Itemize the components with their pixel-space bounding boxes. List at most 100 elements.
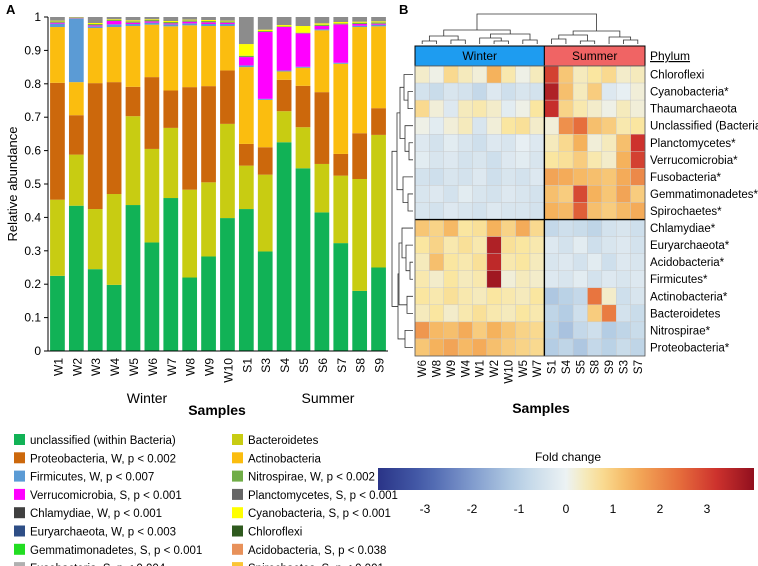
heatmap-cell	[601, 253, 617, 271]
heatmap-column-label: W2	[489, 360, 501, 377]
bar-segment	[371, 21, 386, 23]
bar-segment	[201, 86, 216, 183]
heatmap-row-label: Planctomycetes*	[650, 138, 736, 150]
heatmap-cell	[457, 116, 473, 135]
bar-segment	[257, 98, 273, 100]
bar-segment	[238, 143, 254, 166]
bar-segment	[68, 205, 84, 351]
bar-segment	[238, 67, 254, 144]
bar-segment	[87, 28, 103, 84]
heatmap-cell	[457, 304, 473, 323]
colorbar-tick-label: 2	[657, 502, 664, 516]
heatmap-cell	[544, 65, 559, 84]
legend-swatch	[232, 470, 243, 482]
bar-segment	[220, 218, 235, 351]
bar-segment	[163, 90, 179, 128]
heatmap-row-label: Gemmatimonadetes*	[650, 189, 758, 201]
heatmap-cell	[472, 321, 488, 340]
heatmap-cell	[601, 304, 617, 323]
x-tick-label: S4	[278, 358, 292, 373]
heatmap-cell	[572, 202, 588, 220]
heatmap-cell	[457, 270, 473, 288]
heatmap-cell	[529, 151, 545, 169]
bar-segment	[371, 24, 386, 27]
bar-segment	[295, 127, 311, 169]
column-dendrogram-branch	[608, 36, 632, 44]
bar-segment	[87, 24, 103, 26]
heatmap-cell	[601, 65, 617, 84]
heatmap-cell	[529, 338, 545, 357]
heatmap-cell	[601, 270, 617, 288]
heatmap-row-label: Euryarchaeota*	[650, 240, 730, 252]
bar-segment	[106, 20, 122, 22]
column-dendrogram-branch	[476, 13, 597, 31]
heatmap-cell	[587, 134, 603, 152]
heatmap-cell	[601, 185, 617, 203]
heatmap-cell	[429, 134, 444, 152]
heatmap-cell	[486, 219, 502, 237]
winter-header-label: Winter	[462, 49, 497, 63]
heatmap-cell	[616, 185, 631, 203]
bar-segment	[371, 108, 386, 135]
heatmap-cells	[414, 65, 646, 357]
heatmap-cell	[472, 134, 488, 152]
heatmap-cell	[529, 236, 545, 254]
heatmap-cell	[587, 338, 603, 357]
row-dendrogram-branch	[391, 150, 398, 307]
heatmap-cell	[587, 82, 603, 101]
legend-swatch	[14, 562, 25, 566]
panel-a-y-axis-label: Relative abundance	[5, 127, 20, 242]
heatmap-cell	[544, 304, 559, 323]
heatmap-cell	[558, 82, 574, 101]
colorbar-title: Fold change	[535, 450, 601, 464]
heatmap-cell	[501, 82, 516, 101]
row-dendrogram-branch	[406, 295, 413, 314]
bar-segment	[295, 85, 311, 128]
heatmap-cell	[529, 287, 545, 306]
heatmap-cell	[616, 304, 631, 323]
panel-b-heatmap: B Winter Summer Phylum Chloroflexi Cyanobac…	[391, 2, 758, 416]
row-dendrogram-branch	[409, 261, 413, 280]
bar-segment	[125, 116, 141, 206]
bar-segment	[295, 32, 311, 34]
bar-segment	[257, 31, 273, 33]
heatmap-cell	[572, 304, 588, 323]
heatmap-cell	[572, 151, 588, 169]
heatmap-cell	[572, 270, 588, 288]
heatmap-cell	[572, 116, 588, 135]
heatmap-cell	[587, 168, 603, 186]
heatmap-column-label: W4	[460, 359, 472, 377]
bar-segment	[50, 23, 65, 28]
heatmap-cell	[501, 270, 516, 288]
bar-segment	[276, 142, 292, 351]
heatmap-cell	[486, 185, 502, 203]
colorbar-tick-label: 1	[610, 502, 617, 516]
bar-segment	[144, 22, 160, 25]
legend-label: Fusobacteria, S, p < 0.004	[30, 563, 166, 566]
bar-segment	[371, 134, 386, 268]
heatmap-row-label: Verrucomicrobia*	[650, 155, 738, 167]
bar-segment	[333, 62, 349, 64]
heatmap-cell	[457, 99, 473, 118]
bar-segment	[257, 17, 273, 30]
heatmap-cell	[501, 185, 516, 203]
x-tick-label: W1	[51, 358, 65, 376]
x-tick-label: W10	[221, 358, 235, 383]
legend-swatch	[14, 488, 25, 500]
heatmap-column-label: S9	[604, 360, 616, 374]
heatmap-cell	[601, 219, 617, 237]
heatmap-column-label: W6	[417, 360, 429, 377]
panel-a-stacked-bar-chart: A Relative abundance W1 W2 W3 W4 W5 W6 W7 W8 W9 W…	[5, 2, 388, 418]
heatmap-cell	[544, 321, 559, 340]
heatmap-cell	[630, 116, 646, 135]
column-dendrogram-branch	[443, 29, 511, 36]
heatmap-cell	[601, 202, 617, 220]
legend-label: Nitrospirae, W, p < 0.002	[248, 472, 375, 484]
heatmap-cell	[558, 202, 574, 220]
heatmap-cell	[472, 236, 488, 254]
heatmap-cell	[572, 338, 588, 357]
heatmap-cell	[630, 185, 646, 203]
heatmap-cell	[486, 65, 502, 84]
heatmap-cell	[443, 185, 459, 203]
